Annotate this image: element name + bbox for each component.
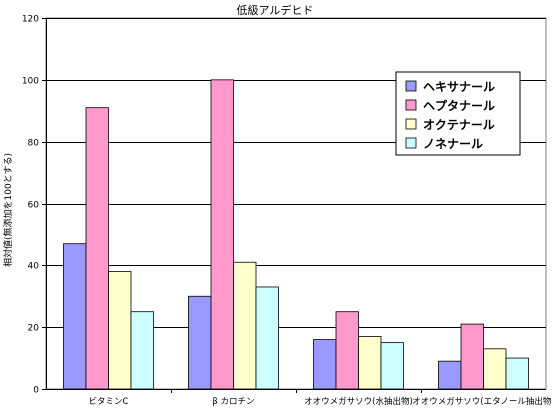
bar-2-0 [313,339,337,390]
bar-0-3 [130,311,154,390]
bar-3-1 [460,323,484,390]
legend-label: ヘキサナール [423,80,495,94]
bar-0-0 [63,243,87,390]
chart-title: 低級アルデヒド [237,3,314,17]
bar-3-0 [438,360,462,390]
bar-1-3 [255,286,279,390]
x-tick-label: オオウメガサソウ(エタノール抽出物) [412,396,552,407]
x-tick-label: ビタミンC [89,397,129,407]
x-tick-label: オオウメガサソウ(水抽出物) [304,396,413,407]
bar-3-3 [505,357,529,390]
y-tick-label: 120 [22,15,39,25]
bar-2-1 [335,311,359,390]
bar-1-0 [188,295,212,390]
legend-label: オクテナール [423,118,495,132]
legend-swatch [405,137,417,149]
legend-swatch [405,118,417,130]
legend-box [395,71,521,156]
bar-0-2 [108,271,132,390]
y-tick-label: 20 [28,324,40,334]
legend-label: ヘプタナール [423,98,495,113]
x-tick-label: β カロチン [212,397,254,407]
legend-swatch [405,99,417,111]
bar-2-3 [380,342,404,390]
bar-0-1 [85,107,109,390]
y-tick-label: 40 [28,262,40,272]
y-tick-label: 60 [28,201,40,211]
bar-2-2 [358,336,382,390]
legend-swatch [405,80,417,92]
y-tick-label: 100 [22,77,39,87]
bar-1-1 [210,79,234,390]
bar-3-2 [483,348,507,390]
y-tick-label: 80 [28,139,40,149]
bar-1-2 [233,261,257,390]
legend-label: ノネナール [423,137,483,151]
y-axis-label: 相対値(無添加を100とする) [2,153,14,267]
y-tick-label: 0 [33,386,39,396]
